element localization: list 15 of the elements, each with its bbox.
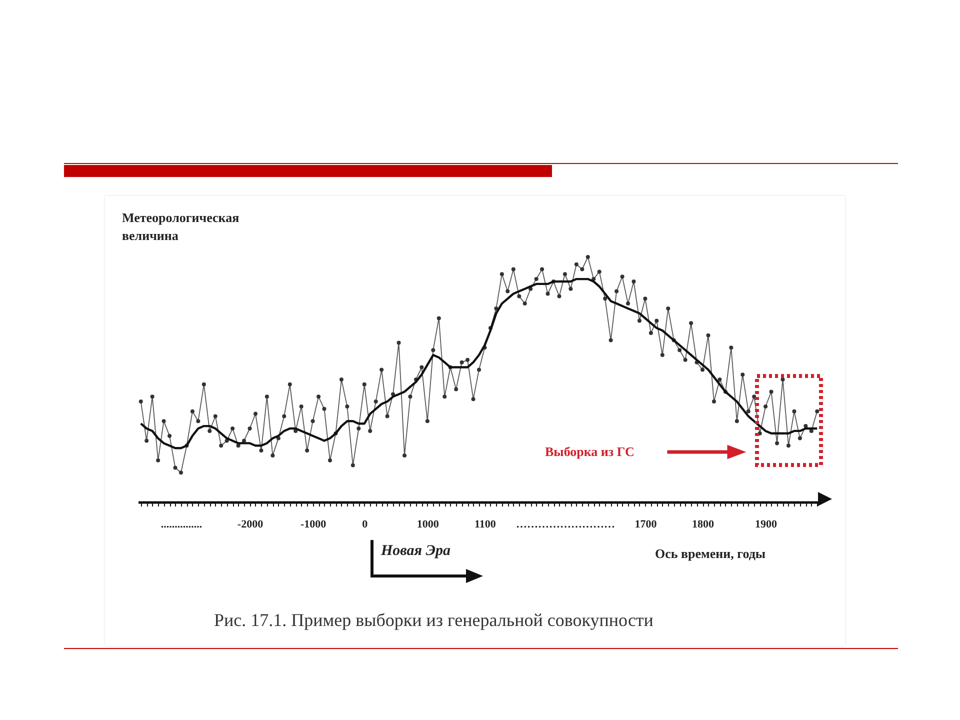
x-tick-label: 1800 (692, 518, 715, 530)
x-tick-label: ............... (160, 518, 202, 530)
text: Новая Эра (381, 543, 451, 560)
x-axis-title: Ось времени, годы (655, 546, 766, 562)
y-axis-title: Метеорологическая величина (122, 209, 240, 245)
x-tick-label: 1700 (634, 518, 658, 530)
annotation: Выборка из ГС (545, 444, 634, 460)
x-tick-label: ……………………… (516, 518, 615, 530)
x-tick-label: 1100 (474, 518, 496, 530)
text: Рис. 17.1. Пример выборки из генеральной совокупности (214, 610, 654, 631)
x-tick-label: 1000 (416, 518, 440, 530)
x-tick-label: 1900 (755, 518, 778, 530)
x-tick-label: 0 (362, 518, 368, 530)
x-tick-label: -1000 (300, 518, 327, 530)
x-tick-label: -2000 (237, 518, 264, 530)
